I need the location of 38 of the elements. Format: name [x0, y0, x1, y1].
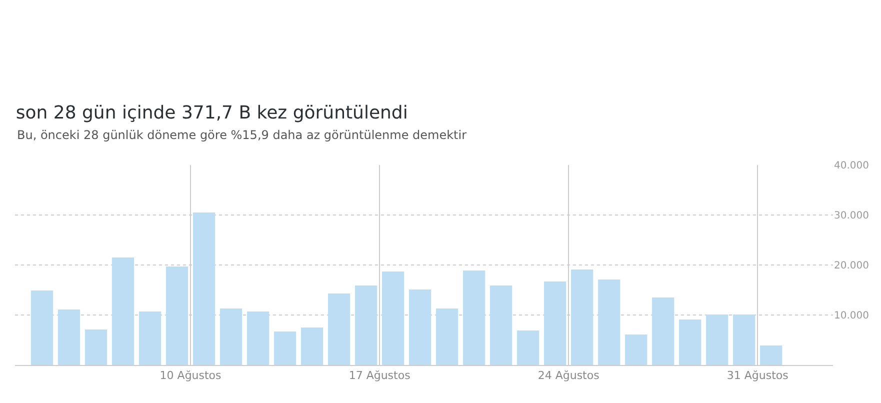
chart-title: son 28 gün içinde 371,7 B kez görüntülendi	[16, 102, 408, 124]
bar	[733, 314, 756, 365]
bar	[138, 312, 162, 365]
bar	[436, 308, 458, 365]
x-tick-label: 17 Ağustos	[348, 369, 411, 382]
bar	[382, 272, 404, 365]
bar	[328, 294, 350, 365]
bar	[354, 286, 378, 365]
bar	[625, 334, 648, 365]
bar	[220, 308, 242, 365]
bar	[58, 310, 80, 365]
bar	[679, 320, 702, 365]
bar	[408, 290, 432, 365]
bar	[166, 266, 188, 365]
bar	[760, 346, 782, 365]
bar	[598, 280, 620, 365]
bar	[274, 332, 296, 365]
bar	[490, 286, 512, 365]
x-tick-label: 24 Ağustos	[538, 369, 600, 382]
chart-subtitle: Bu, önceki 28 günlük döneme göre %15,9 daha az görüntülenme demektir	[17, 128, 467, 142]
x-tick-label: 10 Ağustos	[160, 369, 222, 382]
y-tick-label: 10.000	[834, 310, 869, 322]
bar	[571, 270, 594, 365]
y-tick-label: 30.000	[834, 210, 869, 222]
x-tick-label: 31 Ağustos	[726, 369, 789, 382]
bar	[84, 330, 108, 365]
bar	[706, 314, 728, 365]
bar	[192, 212, 216, 365]
bar	[463, 270, 486, 365]
bar	[517, 330, 540, 365]
y-tick-label: 20.000	[834, 260, 869, 272]
y-tick-label: 40.000	[834, 160, 869, 172]
bar	[300, 328, 324, 365]
bar	[544, 282, 566, 365]
bar	[652, 298, 674, 365]
bar	[30, 290, 54, 365]
bar	[246, 312, 270, 365]
bar	[112, 258, 134, 365]
